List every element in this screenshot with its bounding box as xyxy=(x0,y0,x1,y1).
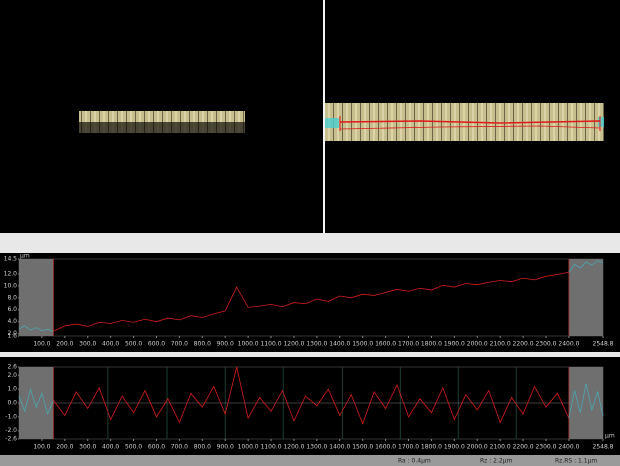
x-tick-label: 1600.0 xyxy=(375,444,396,451)
x-tick-label: 2000.0 xyxy=(467,444,488,451)
marker xyxy=(325,118,339,128)
x-tick-label: 2100.0 xyxy=(490,341,511,348)
scan-line xyxy=(339,125,601,130)
marker xyxy=(598,117,604,127)
x-tick-label: 2300.0 xyxy=(535,341,556,348)
y-tick-label: -2.6 xyxy=(5,436,17,443)
x-tick-label: 1900.0 xyxy=(444,444,465,451)
x-tick-label: 1300.0 xyxy=(306,444,327,451)
status-item: Ra : 0.4µm xyxy=(398,458,431,465)
x-tick-label: 800.0 xyxy=(194,444,211,451)
x-tick-label: 100.0 xyxy=(33,444,50,451)
x-tick-label: 1000.0 xyxy=(238,444,259,451)
x-unit: µm xyxy=(605,433,615,440)
y-tick-label: 1.0 xyxy=(7,386,17,393)
status-bar xyxy=(0,455,620,466)
profile-line xyxy=(18,325,54,332)
x-tick-label: 1400.0 xyxy=(329,341,350,348)
x-tick-label: 200.0 xyxy=(56,341,73,348)
x-tick-label: 100.0 xyxy=(33,341,50,348)
x-tick-label: 1500.0 xyxy=(352,341,373,348)
x-tick-label: 2300.0 xyxy=(535,444,556,451)
y-tick-label: 8.0 xyxy=(7,294,17,301)
x-tick-label: 900.0 xyxy=(217,444,234,451)
x-tick-label: 200.0 xyxy=(56,444,73,451)
x-tick-label: 2548.8 xyxy=(593,444,614,451)
x-tick-label: 2548.8 xyxy=(593,341,614,348)
sample-image-shadow xyxy=(79,122,245,133)
x-tick-label: 1200.0 xyxy=(283,341,304,348)
y-tick-label: 10.0 xyxy=(4,282,18,289)
x-tick-label: 800.0 xyxy=(194,341,211,348)
y-tick-label: 2.0 xyxy=(7,330,17,337)
x-tick-label: 1400.0 xyxy=(329,444,350,451)
x-tick-label: 600.0 xyxy=(148,341,165,348)
y-tick-label: 12.0 xyxy=(4,270,18,277)
x-tick-label: 600.0 xyxy=(148,444,165,451)
x-tick-label: 2400.0 xyxy=(558,341,579,348)
x-tick-label: 1800.0 xyxy=(421,341,442,348)
roughness-panel xyxy=(0,357,620,455)
x-tick-label: 1200.0 xyxy=(283,444,304,451)
y-tick-label: 6.0 xyxy=(7,306,17,313)
y-tick-label: -2.0 xyxy=(5,427,17,434)
profile-line xyxy=(53,271,569,332)
x-tick-label: 1500.0 xyxy=(352,444,373,451)
x-tick-label: 700.0 xyxy=(171,341,188,348)
x-tick-label: 1700.0 xyxy=(398,444,419,451)
profile-panel xyxy=(0,253,620,352)
x-tick-label: 300.0 xyxy=(79,444,96,451)
scan-line xyxy=(339,120,601,124)
x-tick-label: 500.0 xyxy=(125,444,142,451)
masked-range xyxy=(568,259,603,336)
masked-range xyxy=(19,259,54,336)
x-tick-label: 400.0 xyxy=(102,341,119,348)
y-tick-label: -1.0 xyxy=(5,413,17,420)
status-item: Rz.RS : 1.1µm xyxy=(555,458,597,465)
y-tick-label: 14.5 xyxy=(4,256,18,263)
x-tick-label: 1900.0 xyxy=(444,341,465,348)
x-tick-label: 400.0 xyxy=(102,444,119,451)
profile-line xyxy=(53,366,570,425)
x-tick-label: 2200.0 xyxy=(513,341,534,348)
x-tick-label: 2000.0 xyxy=(467,341,488,348)
x-tick-label: 300.0 xyxy=(79,341,96,348)
x-tick-label: 1100.0 xyxy=(261,444,282,451)
y-unit: µm xyxy=(20,253,30,260)
sample-image xyxy=(79,111,245,122)
y-tick-label: 2.6 xyxy=(7,364,17,371)
x-tick-label: 900.0 xyxy=(217,341,234,348)
profile-line xyxy=(568,260,604,273)
x-tick-label: 1100.0 xyxy=(261,341,282,348)
x-tick-label: 1000.0 xyxy=(238,341,259,348)
y-tick-label: 0.0 xyxy=(7,400,17,407)
y-tick-label: 1.6 xyxy=(7,333,17,340)
x-tick-label: 2200.0 xyxy=(513,444,534,451)
x-tick-label: 2100.0 xyxy=(490,444,511,451)
x-tick-label: 700.0 xyxy=(171,444,188,451)
profile-line xyxy=(18,387,54,416)
profile-line xyxy=(568,383,604,419)
y-tick-label: 2.0 xyxy=(7,372,17,379)
x-tick-label: 500.0 xyxy=(125,341,142,348)
x-tick-label: 1600.0 xyxy=(375,341,396,348)
status-item: Rz : 2.2µm xyxy=(480,458,513,465)
y-tick-label: 4.0 xyxy=(7,318,17,325)
x-tick-label: 1800.0 xyxy=(421,444,442,451)
x-tick-label: 2400.0 xyxy=(558,444,579,451)
x-tick-label: 1700.0 xyxy=(398,341,419,348)
x-tick-label: 1300.0 xyxy=(306,341,327,348)
